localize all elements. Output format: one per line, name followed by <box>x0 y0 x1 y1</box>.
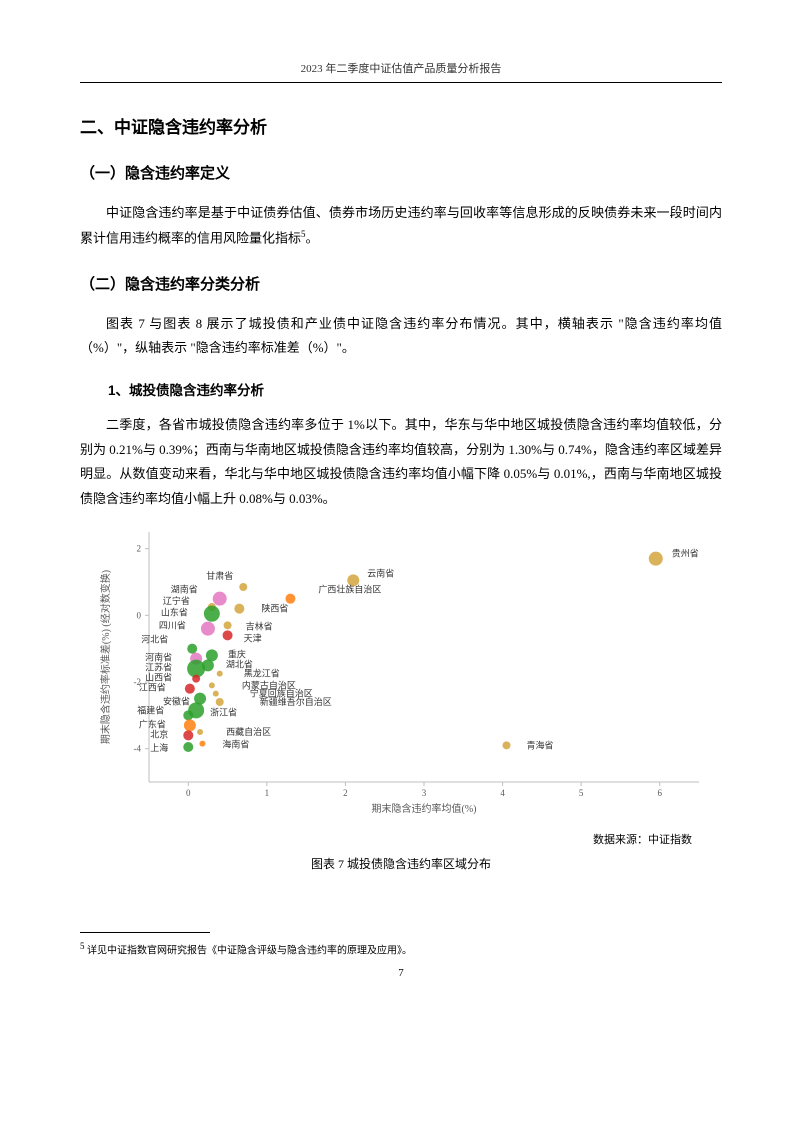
subsection-heading-2-1: （一）隐含违约率定义 <box>80 162 722 183</box>
svg-text:1: 1 <box>265 788 270 798</box>
svg-text:云南省: 云南省 <box>367 567 394 578</box>
svg-text:北京: 北京 <box>150 728 168 739</box>
svg-text:黑龙江省: 黑龙江省 <box>244 667 280 678</box>
svg-text:广东省: 广东省 <box>139 718 166 729</box>
svg-text:河南省: 河南省 <box>145 651 172 662</box>
svg-text:甘肃省: 甘肃省 <box>206 570 233 581</box>
scatter-chart: 0123456-4-202期末隐含违约率均值(%)期末隐含违约率标准差(%) (… <box>91 522 711 822</box>
svg-text:海南省: 海南省 <box>222 738 249 749</box>
svg-text:6: 6 <box>657 788 662 798</box>
section-heading-2: 二、中证隐含违约率分析 <box>80 113 722 138</box>
svg-text:浙江省: 浙江省 <box>210 706 237 717</box>
svg-text:山东省: 山东省 <box>161 606 188 617</box>
subsubsection-heading-1: 1、城投债隐含违约率分析 <box>108 379 722 399</box>
chart-caption: 图表 7 城投债隐含违约率区域分布 <box>80 855 722 872</box>
footnote-separator <box>80 932 210 933</box>
page-header: 2023 年二季度中证估值产品质量分析报告 <box>80 60 722 83</box>
svg-text:安徽省: 安徽省 <box>163 695 190 706</box>
svg-text:2: 2 <box>343 788 348 798</box>
svg-text:0: 0 <box>137 610 142 620</box>
svg-text:期末隐含违约率均值(%): 期末隐含违约率均值(%) <box>372 802 477 815</box>
subsection-heading-2-2: （二）隐含违约率分类分析 <box>80 273 722 294</box>
svg-text:新疆维吾尔自治区: 新疆维吾尔自治区 <box>260 696 332 707</box>
paragraph-analysis: 二季度，各省市城投债隐含违约率多位于 1%以下。其中，华东与华中地区城投债隐含违… <box>80 413 722 512</box>
svg-text:期末隐含违约率标准差(%) (经对数变换): 期末隐含违约率标准差(%) (经对数变换) <box>99 570 112 744</box>
svg-text:河北省: 河北省 <box>141 633 168 644</box>
page-number: 7 <box>80 967 722 979</box>
paragraph-intro: 图表 7 与图表 8 展示了城投债和产业债中证隐含违约率分布情况。其中，横轴表示… <box>80 312 722 361</box>
svg-text:广西壮族自治区: 广西壮族自治区 <box>318 583 381 594</box>
svg-text:吉林省: 吉林省 <box>246 620 273 631</box>
para-tail: 。 <box>306 230 319 245</box>
svg-text:贵州省: 贵州省 <box>672 547 699 558</box>
footnote-5: 5 详见中证指数官网研究报告《中证隐含评级与隐含违约率的原理及应用》。 <box>80 939 722 959</box>
svg-text:5: 5 <box>579 788 584 798</box>
svg-text:重庆: 重庆 <box>228 648 246 659</box>
svg-text:西藏自治区: 西藏自治区 <box>226 726 271 737</box>
chart-data-source: 数据来源：中证指数 <box>80 831 692 847</box>
scatter-chart-container: 0123456-4-202期末隐含违约率均值(%)期末隐含违约率标准差(%) (… <box>91 522 711 827</box>
svg-text:-4: -4 <box>134 743 142 753</box>
para-text: 中证隐含违约率是基于中证债券估值、债券市场历史违约率与回收率等信息形成的反映债券… <box>80 205 722 245</box>
svg-text:4: 4 <box>500 788 505 798</box>
svg-text:天津: 天津 <box>244 633 262 643</box>
paragraph-definition: 中证隐含违约率是基于中证债券估值、债券市场历史违约率与回收率等信息形成的反映债券… <box>80 201 722 251</box>
svg-text:四川省: 四川省 <box>159 619 186 630</box>
svg-text:湖南省: 湖南省 <box>171 583 198 594</box>
svg-text:江西省: 江西省 <box>139 681 166 692</box>
footnote-text: 详见中证指数官网研究报告《中证隐含评级与隐含违约率的原理及应用》。 <box>85 945 413 956</box>
svg-text:江苏省: 江苏省 <box>145 661 172 672</box>
svg-text:陕西省: 陕西省 <box>261 602 288 613</box>
svg-text:2: 2 <box>137 543 142 553</box>
svg-text:上海: 上海 <box>150 742 168 753</box>
svg-text:青海省: 青海省 <box>527 739 554 750</box>
svg-text:辽宁省: 辽宁省 <box>163 595 190 606</box>
svg-text:0: 0 <box>186 788 191 798</box>
svg-text:3: 3 <box>422 788 427 798</box>
svg-text:山西省: 山西省 <box>145 671 172 682</box>
svg-text:福建省: 福建省 <box>137 704 164 715</box>
